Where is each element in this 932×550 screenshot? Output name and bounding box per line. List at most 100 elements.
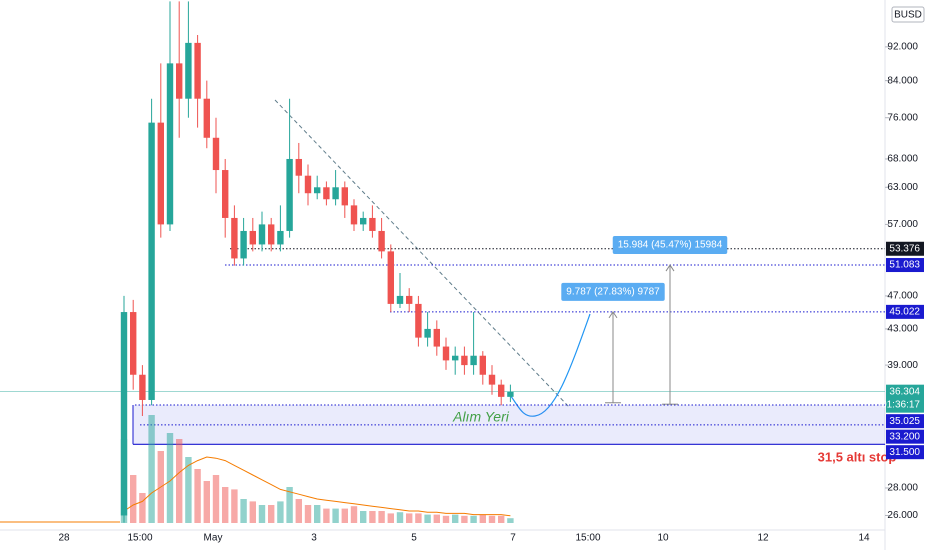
volume-bar (277, 501, 284, 523)
measure-label: 15.984 (45.47%) 15984 (618, 240, 723, 251)
volume-bar (424, 514, 431, 523)
candle-body (442, 346, 450, 361)
y-tick-label: 28.000 (887, 483, 918, 494)
y-tick-label: 26.000 (887, 510, 918, 521)
volume-bar (507, 518, 514, 523)
y-tick-label: 63.000 (887, 182, 918, 193)
y-tick-label: 43.000 (887, 324, 918, 335)
candle-body (222, 170, 229, 218)
candle-body (277, 230, 284, 245)
volume-bar (130, 475, 137, 523)
measure-label-box (561, 282, 665, 301)
x-tick-label: 15:00 (127, 533, 152, 544)
candle-body (194, 42, 201, 99)
candle-body (203, 98, 210, 138)
x-tick-label: 12 (757, 533, 769, 544)
volume-bar (185, 457, 192, 523)
projection-curve (509, 313, 591, 417)
volume-bar (268, 505, 275, 523)
x-tick-label: 28 (58, 533, 70, 544)
volume-bar (332, 508, 339, 523)
volume-bar (396, 512, 404, 523)
candle-body (130, 312, 137, 375)
measure-label-box (612, 236, 728, 255)
volume-bar (415, 513, 422, 523)
currency-box (891, 6, 925, 23)
candle-body (231, 217, 238, 259)
candle-body (258, 224, 266, 245)
y-tick-label: 47.000 (887, 291, 918, 302)
volume-bar (442, 515, 450, 523)
candle-body (176, 63, 183, 99)
candle-body (387, 251, 394, 304)
price-tag (886, 445, 924, 460)
candle-body (507, 391, 514, 397)
price-tag-label: 51.083 (889, 260, 920, 271)
candle-body (498, 384, 505, 397)
volume-bar (498, 515, 505, 523)
volume-bar (222, 487, 229, 523)
volume-bar (341, 508, 348, 523)
candle-body (424, 328, 431, 338)
volume-bar (314, 505, 321, 523)
volume-bar (139, 493, 146, 523)
measure-arrow (608, 310, 618, 319)
volume-bar (194, 469, 201, 523)
volume-bar (360, 511, 367, 523)
candle-body (304, 175, 312, 194)
volume-bar (470, 515, 477, 523)
y-tick-label: 84.000 (887, 75, 918, 86)
volume-bar (166, 433, 174, 523)
candle-body (396, 295, 404, 304)
price-tag-label: 33.200 (889, 431, 920, 442)
trend-line (274, 99, 571, 409)
volume-bar (176, 439, 183, 523)
x-tick-label: 7 (510, 533, 516, 544)
candle-body (433, 328, 440, 347)
price-tag-label: 35.025 (889, 416, 920, 427)
x-tick-label: 3 (311, 533, 317, 544)
volume-bar (350, 506, 358, 523)
candle-body (360, 217, 367, 225)
candle-body (148, 122, 155, 400)
volume-ma (123, 456, 511, 517)
volume-bar (378, 511, 385, 523)
volume-bar (369, 511, 376, 523)
x-tick-label: 14 (858, 533, 870, 544)
volume-bar (433, 514, 440, 523)
y-tick-label: 92.000 (887, 42, 918, 53)
candle-body (314, 187, 321, 194)
candle-body (415, 303, 422, 338)
x-tick-label: 15:00 (575, 533, 600, 544)
price-tag-label: 36.304 (889, 386, 920, 397)
volume-bar (479, 514, 486, 523)
measure-arrow (665, 264, 675, 272)
volume-bar (323, 508, 330, 523)
candle-body (295, 158, 302, 176)
price-tag-label: 53.376 (889, 243, 920, 254)
candle-body (341, 187, 348, 206)
measure-label-group: 15.984 (45.47%) 15984 (612, 236, 728, 255)
measure-label-group: 9.787 (27.83%) 9787 (561, 282, 665, 301)
zone-label: Alım Yeri (452, 409, 510, 425)
candle-body (461, 355, 468, 366)
candle-body (332, 187, 339, 200)
candle-body (185, 42, 192, 99)
x-tick-label: 5 (411, 533, 417, 544)
candle-body (268, 224, 275, 245)
y-tick-label: 39.000 (887, 360, 918, 371)
price-tag-label: 45.022 (889, 307, 920, 318)
volume-bar (452, 514, 459, 523)
volume-bar (258, 505, 266, 523)
volume-bar (231, 489, 238, 523)
volume-bar (203, 481, 210, 523)
candle-body (120, 312, 128, 516)
candle-body (369, 217, 376, 231)
y-tick-label: 76.000 (887, 112, 918, 123)
volume-bar (387, 513, 394, 523)
countdown: 01:36:17 (881, 399, 920, 410)
volume-bar (295, 499, 302, 523)
candle-body (406, 295, 413, 304)
candle-body (139, 374, 146, 400)
volume-bar (249, 501, 256, 523)
